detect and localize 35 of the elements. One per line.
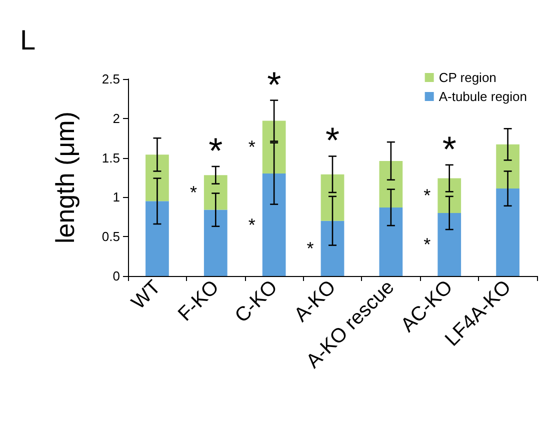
annotation: * bbox=[190, 182, 197, 202]
bar bbox=[204, 210, 228, 276]
annotation: * bbox=[248, 137, 256, 158]
text: L bbox=[20, 24, 36, 56]
legend-label: A-tubule region bbox=[438, 89, 528, 104]
bar bbox=[320, 220, 344, 276]
y-tick-label: 2.5 bbox=[102, 72, 120, 86]
annotation: * bbox=[424, 186, 431, 206]
bar bbox=[438, 178, 462, 213]
bar bbox=[379, 160, 403, 208]
bar bbox=[146, 154, 169, 202]
bar bbox=[379, 207, 403, 276]
y-axis-title: length (μm) bbox=[50, 111, 80, 244]
annotation: * bbox=[442, 128, 456, 170]
annotation: * bbox=[325, 120, 340, 161]
bar bbox=[496, 188, 520, 276]
annotation: * bbox=[208, 130, 223, 171]
legend-label: CP region bbox=[438, 70, 496, 85]
y-tick-label: 1.5 bbox=[102, 150, 120, 166]
annotation: * bbox=[306, 238, 314, 258]
bar bbox=[496, 144, 520, 189]
annotation: * bbox=[267, 64, 282, 105]
bar bbox=[146, 201, 169, 276]
bar bbox=[438, 212, 462, 276]
x-tick-label: WT bbox=[127, 276, 165, 314]
y-tick-label: 1 bbox=[112, 190, 120, 205]
annotation: * bbox=[424, 234, 431, 254]
bar bbox=[320, 174, 344, 221]
y-tick-label: 2 bbox=[112, 110, 120, 126]
bar bbox=[262, 120, 286, 174]
y-tick-label: 0 bbox=[112, 268, 120, 284]
bar bbox=[262, 174, 286, 276]
bar bbox=[204, 175, 228, 210]
annotation: * bbox=[248, 214, 256, 235]
y-tick-label: 0.5 bbox=[102, 229, 120, 244]
